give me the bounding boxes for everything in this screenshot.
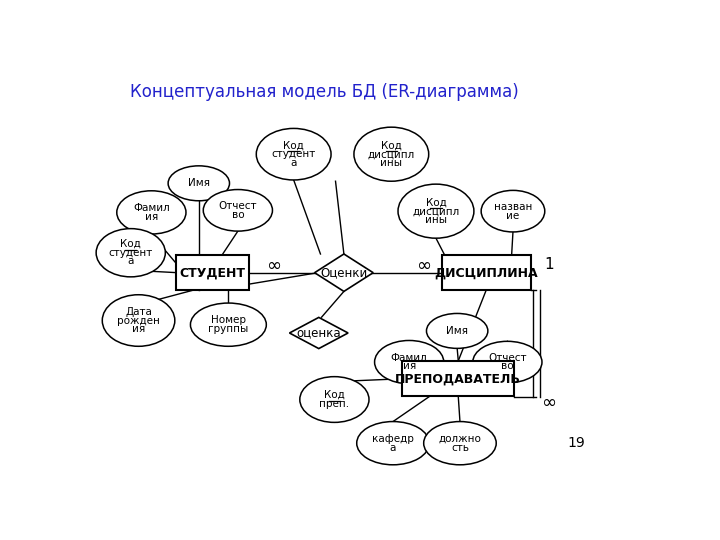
Ellipse shape — [481, 191, 545, 232]
Text: Дата: Дата — [125, 307, 152, 317]
Text: ия: ия — [402, 361, 416, 372]
Ellipse shape — [356, 422, 429, 465]
Text: а: а — [127, 256, 134, 266]
Text: ∞: ∞ — [541, 394, 556, 412]
Text: преп.: преп. — [320, 399, 349, 409]
Text: Номер: Номер — [211, 315, 246, 325]
Polygon shape — [315, 254, 373, 292]
Text: Фамил: Фамил — [133, 203, 170, 213]
Text: а: а — [390, 443, 396, 453]
FancyBboxPatch shape — [176, 255, 249, 291]
Ellipse shape — [190, 303, 266, 346]
Text: во: во — [501, 361, 513, 372]
Text: ПРЕПОДАВАТЕЛЬ: ПРЕПОДАВАТЕЛЬ — [395, 372, 521, 385]
Ellipse shape — [426, 313, 488, 348]
Text: ДИСЦИПЛИНА: ДИСЦИПЛИНА — [434, 266, 538, 279]
FancyBboxPatch shape — [402, 361, 514, 396]
FancyBboxPatch shape — [441, 255, 531, 291]
Ellipse shape — [473, 341, 542, 383]
Text: ие: ие — [506, 211, 520, 220]
Ellipse shape — [102, 295, 175, 346]
Text: а: а — [290, 158, 297, 168]
Text: назван: назван — [494, 202, 532, 212]
Ellipse shape — [168, 166, 230, 201]
Text: Имя: Имя — [446, 326, 468, 336]
Ellipse shape — [300, 377, 369, 422]
Text: Отчест: Отчест — [488, 353, 526, 363]
Text: дисципл: дисципл — [368, 149, 415, 159]
Ellipse shape — [423, 422, 496, 465]
Ellipse shape — [354, 127, 428, 181]
Text: рожден: рожден — [117, 315, 160, 326]
Text: кафедр: кафедр — [372, 434, 414, 444]
Text: СТУДЕНТ: СТУДЕНТ — [180, 266, 246, 279]
Text: студент: студент — [271, 149, 316, 159]
Polygon shape — [289, 318, 348, 349]
Text: оценка: оценка — [297, 327, 341, 340]
Text: ины: ины — [425, 215, 447, 225]
Text: группы: группы — [208, 324, 248, 334]
Ellipse shape — [374, 341, 444, 384]
Text: дисципл: дисципл — [413, 206, 459, 216]
Ellipse shape — [96, 228, 166, 277]
Text: 1: 1 — [544, 257, 554, 272]
Ellipse shape — [398, 184, 474, 238]
Ellipse shape — [117, 191, 186, 234]
Text: Имя: Имя — [188, 178, 210, 188]
Text: Код: Код — [381, 140, 402, 151]
Text: Фамил: Фамил — [391, 353, 428, 363]
Text: ия: ия — [145, 212, 158, 222]
Text: должно: должно — [438, 434, 482, 444]
Text: Отчест: Отчест — [219, 201, 257, 211]
Text: 19: 19 — [567, 436, 585, 450]
Text: Концептуальная модель БД (ER-диаграмма): Концептуальная модель БД (ER-диаграмма) — [130, 83, 518, 101]
Text: ины: ины — [380, 158, 402, 168]
Text: ∞: ∞ — [416, 257, 431, 275]
Ellipse shape — [256, 129, 331, 180]
Text: Код: Код — [324, 390, 345, 400]
Text: Код: Код — [426, 198, 446, 207]
Text: ия: ия — [132, 324, 145, 334]
Text: сть: сть — [451, 443, 469, 453]
Text: ∞: ∞ — [266, 257, 281, 275]
Text: во: во — [232, 210, 244, 220]
Text: Код: Код — [283, 140, 304, 151]
Text: студент: студент — [109, 248, 153, 258]
Ellipse shape — [203, 190, 272, 231]
Text: Оценки: Оценки — [320, 266, 367, 279]
Text: Код: Код — [120, 239, 141, 249]
